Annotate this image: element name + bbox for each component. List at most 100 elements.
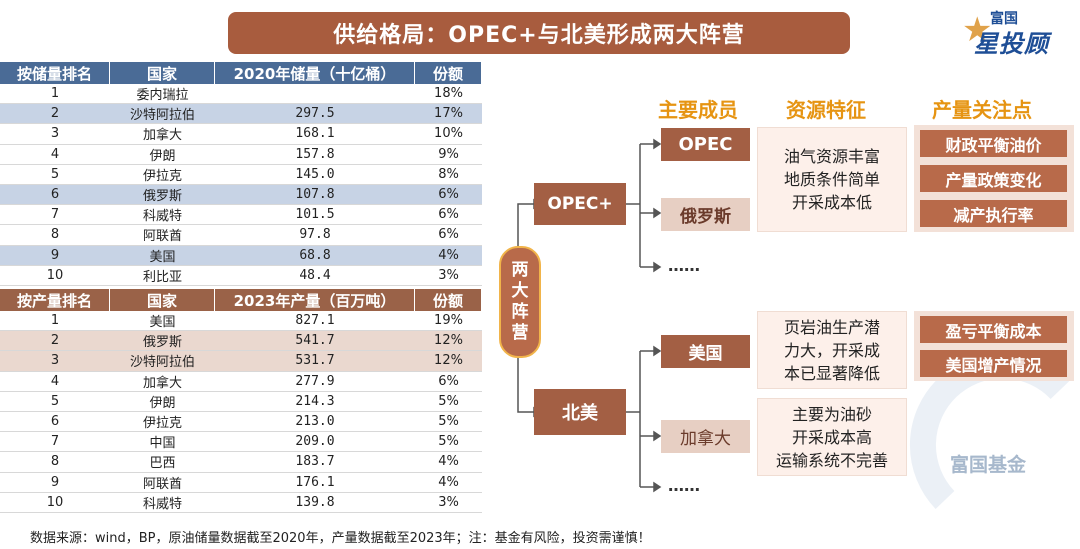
share-cell: 10%	[434, 126, 463, 142]
column-header-features: 资源特征	[786, 98, 866, 122]
share-cell: 3%	[438, 267, 459, 283]
header-rank: 按储量排名	[0, 62, 110, 84]
table-row: 4 加拿大 277.9 6%	[0, 372, 482, 392]
table-row: 3 加拿大 168.1 10%	[0, 124, 482, 145]
value-cell: 213.0	[295, 414, 335, 430]
header-share: 份额	[415, 62, 482, 84]
country-cell: 委内瑞拉	[136, 88, 189, 104]
value-cell: 531.7	[295, 353, 335, 369]
rank-cell: 2	[50, 106, 60, 122]
opec-features: 油气资源丰富 地质条件简单 开采成本低	[757, 127, 907, 232]
share-cell: 6%	[438, 187, 459, 203]
reserves-table-header: 按储量排名 国家 2020年储量（十亿桶） 份额	[0, 62, 482, 84]
north-america-node: 北美	[534, 389, 626, 435]
table-row: 8 巴西 183.7 4%	[0, 452, 482, 473]
header-rank: 按产量排名	[0, 289, 110, 311]
na-more-ellipsis: ……	[668, 476, 700, 495]
table-row: 5 伊朗 214.3 5%	[0, 392, 482, 412]
table-row: 6 伊拉克 213.0 5%	[0, 412, 482, 433]
value-cell: 48.4	[299, 267, 331, 283]
rank-cell: 8	[50, 227, 60, 243]
country-cell: 俄罗斯	[142, 335, 182, 351]
focus-item: 产量政策变化	[920, 165, 1067, 192]
feature-line: 地质条件简单	[783, 170, 880, 189]
rank-cell: 5	[50, 166, 60, 182]
header-country: 国家	[110, 289, 215, 311]
table-row: 10 科威特 139.8 3%	[0, 493, 482, 513]
share-cell: 5%	[438, 393, 459, 409]
opec-plus-node: OPEC+	[534, 183, 626, 225]
feature-line: 开采成本高	[791, 427, 872, 447]
focus-item: 盈亏平衡成本	[920, 316, 1067, 343]
share-cell: 6%	[438, 207, 459, 223]
value-cell: 157.8	[295, 146, 335, 162]
rank-cell: 3	[50, 353, 60, 369]
production-table-header: 按产量排名 国家 2023年产量（百万吨） 份额	[0, 289, 482, 311]
camps-char: 营	[511, 323, 529, 343]
usa-member: 美国	[661, 335, 750, 368]
star-icon: ★	[962, 10, 993, 50]
country-cell: 加拿大	[142, 128, 182, 144]
rank-cell: 3	[50, 126, 60, 142]
country-cell: 巴西	[149, 456, 176, 472]
camps-char: 两	[511, 260, 529, 280]
table-row: 1 美国 827.1 19%	[0, 311, 482, 332]
usa-features: 页岩油生产潜 力大，开采成 本已显著降低	[757, 311, 907, 389]
rank-cell: 9	[50, 474, 60, 490]
camps-char: 阵	[511, 302, 529, 322]
rank-cell: 1	[50, 313, 60, 329]
table-row: 7 科威特 101.5 6%	[0, 205, 482, 226]
table-row: 2 俄罗斯 541.7 12%	[0, 331, 482, 352]
table-row: 3 沙特阿拉伯 531.7 12%	[0, 351, 482, 372]
rank-cell: 2	[50, 333, 60, 349]
rank-cell: 10	[46, 267, 64, 283]
watermark: 富国基金	[950, 454, 1027, 476]
table-row: 6 俄罗斯 107.8 6%	[0, 184, 482, 206]
share-cell: 8%	[438, 166, 459, 182]
country-cell: 沙特阿拉伯	[129, 108, 195, 124]
country-cell: 伊拉克	[142, 168, 182, 184]
value-cell: 107.8	[295, 187, 335, 203]
share-cell: 18%	[434, 86, 463, 102]
opec-member: OPEC	[661, 128, 750, 161]
rank-cell: 7	[50, 434, 60, 450]
header-production: 2023年产量（百万吨）	[215, 289, 415, 311]
country-cell: 利比亚	[142, 269, 182, 285]
rank-cell: 6	[50, 414, 60, 430]
table-row: 2 沙特阿拉伯 297.5 17%	[0, 104, 482, 125]
table-row: 10 利比亚 48.4 3%	[0, 266, 482, 286]
country-cell: 美国	[149, 315, 176, 331]
country-cell: 阿联酋	[142, 229, 182, 245]
country-cell: 加拿大	[142, 375, 182, 391]
share-cell: 12%	[434, 353, 463, 369]
canada-features: 主要为油砂 开采成本高 运输系统不完善	[757, 398, 907, 476]
share-cell: 5%	[438, 414, 459, 430]
rank-cell: 4	[50, 373, 60, 389]
rank-cell: 5	[50, 393, 60, 409]
rank-cell: 6	[50, 187, 60, 203]
rank-cell: 8	[50, 454, 60, 470]
brand-logo: ★ 富国 星投顾	[960, 6, 1070, 58]
value-cell: 168.1	[295, 126, 335, 142]
share-cell: 3%	[438, 494, 459, 510]
focus-item: 美国增产情况	[920, 350, 1067, 377]
share-cell: 4%	[438, 474, 459, 490]
table-row: 9 美国 68.8 4%	[0, 245, 482, 266]
share-cell: 4%	[438, 454, 459, 470]
header-share: 份额	[415, 289, 482, 311]
country-cell: 阿联酋	[142, 476, 182, 492]
column-header-focus: 产量关注点	[932, 98, 1032, 122]
value-cell: 541.7	[295, 333, 335, 349]
country-cell: 伊朗	[149, 148, 176, 164]
value-cell: 97.8	[299, 227, 331, 243]
value-cell: 277.9	[295, 373, 335, 389]
rank-cell: 10	[46, 494, 64, 510]
share-cell: 19%	[434, 313, 463, 329]
value-cell: 68.8	[299, 247, 331, 263]
share-cell: 6%	[438, 373, 459, 389]
two-camps-label: 两 大 阵 营	[499, 246, 541, 358]
table-row: 7 中国 209.0 5%	[0, 432, 482, 453]
country-cell: 中国	[149, 436, 176, 452]
table-row: 9 阿联酋 176.1 4%	[0, 473, 482, 493]
feature-line: 运输系统不完善	[775, 450, 888, 470]
